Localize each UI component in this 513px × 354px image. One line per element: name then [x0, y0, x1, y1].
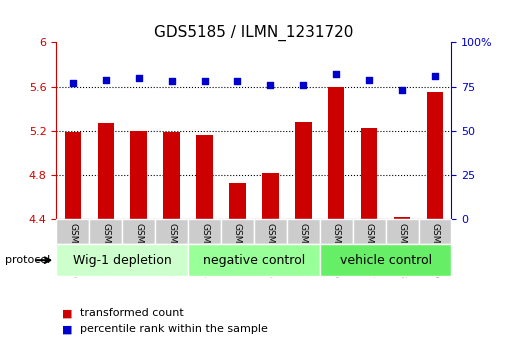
Text: GSM737543: GSM737543 [167, 223, 176, 278]
Bar [394, 217, 410, 354]
Text: protocol: protocol [5, 255, 50, 265]
FancyBboxPatch shape [56, 219, 89, 244]
Text: vehicle control: vehicle control [340, 254, 431, 267]
Point [365, 77, 373, 82]
Text: percentile rank within the sample: percentile rank within the sample [80, 324, 267, 334]
FancyBboxPatch shape [122, 219, 155, 244]
Bar [196, 135, 213, 354]
FancyBboxPatch shape [320, 244, 451, 276]
Text: GSM737544: GSM737544 [200, 223, 209, 278]
FancyBboxPatch shape [188, 244, 320, 276]
FancyBboxPatch shape [56, 244, 188, 276]
Text: GSM737541: GSM737541 [101, 223, 110, 278]
Text: transformed count: transformed count [80, 308, 183, 318]
Text: ■: ■ [62, 308, 72, 318]
FancyBboxPatch shape [221, 219, 254, 244]
Text: GSM737538: GSM737538 [398, 223, 407, 278]
Bar [262, 173, 279, 354]
Bar [295, 122, 311, 354]
Bar [97, 123, 114, 354]
FancyBboxPatch shape [320, 219, 353, 244]
Point [233, 79, 242, 84]
Point [168, 79, 176, 84]
Bar [229, 183, 246, 354]
Text: ■: ■ [62, 324, 72, 334]
Text: GSM737545: GSM737545 [233, 223, 242, 278]
Text: GSM737542: GSM737542 [134, 223, 143, 278]
FancyBboxPatch shape [89, 219, 122, 244]
Point [431, 73, 439, 79]
Text: GSM737536: GSM737536 [332, 223, 341, 278]
Text: GSM737547: GSM737547 [299, 223, 308, 278]
FancyBboxPatch shape [353, 219, 386, 244]
Text: GSM737539: GSM737539 [430, 223, 440, 278]
Text: GSM737537: GSM737537 [365, 223, 373, 278]
FancyBboxPatch shape [188, 219, 221, 244]
Point [332, 72, 340, 77]
Point [398, 87, 406, 93]
Bar [130, 131, 147, 354]
Point [69, 80, 77, 86]
Point [201, 79, 209, 84]
Bar [328, 87, 344, 354]
Text: negative control: negative control [203, 254, 305, 267]
Text: GSM737540: GSM737540 [68, 223, 77, 278]
Point [102, 77, 110, 82]
Point [134, 75, 143, 81]
Bar [164, 132, 180, 354]
FancyBboxPatch shape [155, 219, 188, 244]
Point [299, 82, 307, 88]
Bar [65, 132, 81, 354]
Text: GSM737546: GSM737546 [266, 223, 275, 278]
Text: Wig-1 depletion: Wig-1 depletion [73, 254, 172, 267]
FancyBboxPatch shape [386, 219, 419, 244]
Point [266, 82, 274, 88]
FancyBboxPatch shape [254, 219, 287, 244]
FancyBboxPatch shape [419, 219, 451, 244]
Bar [361, 128, 378, 354]
Title: GDS5185 / ILMN_1231720: GDS5185 / ILMN_1231720 [154, 25, 353, 41]
Bar [427, 92, 443, 354]
FancyBboxPatch shape [287, 219, 320, 244]
